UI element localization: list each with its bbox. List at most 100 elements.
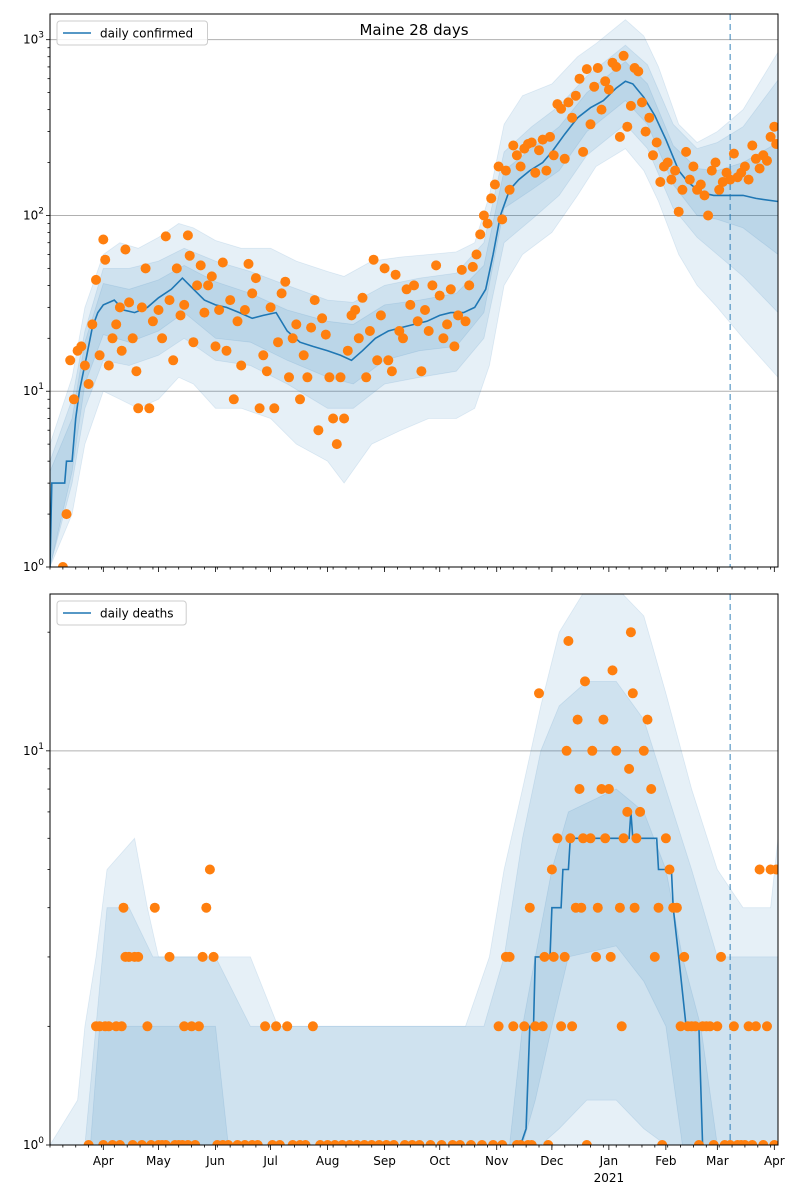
- data-point: [673, 206, 684, 217]
- data-point: [758, 1140, 769, 1145]
- data-point: [456, 264, 467, 275]
- data-point: [743, 1021, 754, 1032]
- data-point: [91, 274, 101, 285]
- data-point: [379, 263, 390, 274]
- data-point: [57, 562, 68, 567]
- data-point: [750, 1021, 761, 1032]
- data-point: [739, 1140, 750, 1145]
- data-point: [335, 372, 346, 383]
- data-point: [131, 366, 142, 377]
- data-point: [563, 97, 574, 108]
- data-point: [398, 333, 408, 344]
- data-point: [258, 350, 269, 361]
- data-point: [519, 1021, 530, 1032]
- data-point: [328, 413, 339, 424]
- band-inner: [50, 61, 778, 567]
- data-point: [146, 1140, 157, 1145]
- data-point: [208, 951, 219, 962]
- data-point: [65, 355, 76, 366]
- data-point: [68, 394, 79, 405]
- data-point: [705, 1021, 715, 1032]
- data-point: [203, 280, 214, 291]
- data-point: [260, 1021, 271, 1032]
- data-point: [591, 951, 601, 962]
- y-axis: 100 101: [23, 631, 50, 1152]
- y-axis: 100 101 102 103: [23, 31, 50, 574]
- chart-title: Maine 28 days: [359, 21, 468, 39]
- y-tick-label: 102: [23, 206, 44, 222]
- data-point: [646, 784, 657, 794]
- data-point: [497, 1140, 508, 1145]
- y-tick-label: 100: [23, 1136, 44, 1152]
- data-point: [149, 902, 160, 913]
- legend-box: [56, 600, 187, 626]
- data-point: [423, 326, 434, 336]
- x-year-label: 2021: [594, 1171, 625, 1185]
- series-line: [519, 811, 704, 1145]
- data-point: [313, 425, 324, 436]
- legend: daily deaths: [56, 600, 187, 626]
- data-point: [515, 1140, 526, 1145]
- data-point: [114, 1140, 125, 1145]
- data-point: [366, 1140, 377, 1145]
- data-point: [261, 366, 272, 377]
- y-tick-label: 103: [23, 31, 44, 47]
- data-point: [486, 193, 497, 204]
- data-point: [504, 951, 515, 962]
- data-point: [124, 297, 135, 308]
- data-point: [368, 254, 379, 265]
- data-point: [83, 1140, 94, 1145]
- data-point: [614, 131, 625, 142]
- data-point: [559, 153, 570, 164]
- data-point: [353, 333, 364, 344]
- data-point: [633, 66, 644, 77]
- data-point: [526, 137, 537, 148]
- data-point: [254, 403, 265, 414]
- data-point: [291, 319, 302, 330]
- data-point: [708, 1140, 719, 1145]
- data-point: [684, 174, 695, 185]
- data-point: [649, 951, 660, 962]
- data-point: [605, 951, 616, 962]
- data-point: [679, 951, 690, 962]
- data-point: [265, 302, 276, 313]
- data-point: [192, 280, 203, 291]
- data-point: [271, 1021, 282, 1032]
- data-point: [157, 333, 168, 344]
- x-tick-label: Oct: [429, 1154, 450, 1168]
- x-tick-label: Sep: [373, 1154, 396, 1168]
- data-point: [530, 167, 541, 178]
- data-point: [508, 140, 519, 151]
- data-point: [660, 833, 671, 844]
- data-point: [390, 269, 401, 280]
- data-point: [364, 326, 375, 336]
- series: [50, 50, 778, 567]
- data-point: [631, 833, 642, 844]
- data-point: [585, 833, 596, 844]
- data-point: [352, 1140, 362, 1145]
- data-point: [464, 280, 475, 291]
- data-point: [436, 1140, 447, 1145]
- data-point: [534, 688, 544, 699]
- data-point: [401, 284, 412, 295]
- data-point: [581, 64, 592, 75]
- data-point: [438, 333, 449, 344]
- data-point: [302, 372, 313, 383]
- data-point: [627, 688, 638, 699]
- data-point: [662, 157, 673, 168]
- data-point: [616, 1021, 627, 1032]
- data-point: [592, 63, 603, 73]
- data-point: [116, 345, 127, 356]
- y-tick-label: 101: [23, 742, 44, 758]
- data-point: [534, 145, 544, 156]
- data-point: [324, 372, 335, 383]
- data-point: [750, 153, 761, 164]
- data-point: [637, 97, 647, 108]
- data-point: [769, 121, 778, 132]
- data-point: [762, 155, 772, 166]
- data-point: [116, 1021, 127, 1032]
- data-point: [657, 1140, 668, 1145]
- data-point: [543, 1140, 554, 1145]
- data-point: [250, 273, 261, 284]
- data-point: [693, 1140, 704, 1145]
